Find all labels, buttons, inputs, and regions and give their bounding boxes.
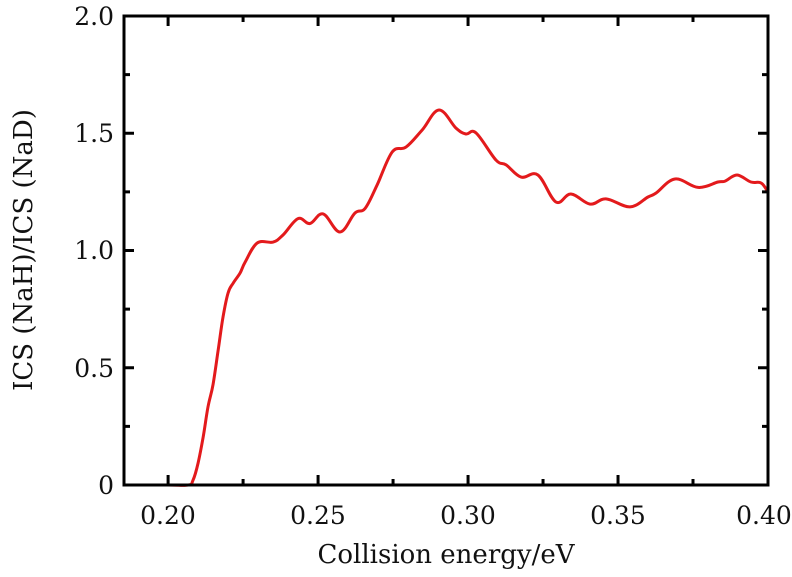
x-tick-label: 0.25 <box>290 501 346 530</box>
y-tick-labels: 0 0.5 1.0 1.5 2.0 <box>74 2 114 500</box>
y-tick-label: 0 <box>98 471 114 500</box>
plot-frame <box>122 14 770 487</box>
y-tick-label: 1.5 <box>74 119 114 148</box>
y-axis-label: ICS (NaH)/ICS (NaD) <box>9 109 39 391</box>
x-tick-label: 0.30 <box>440 501 496 530</box>
x-tick-label: 0.35 <box>590 501 646 530</box>
plot-area <box>122 108 770 487</box>
y-tick-label: 1.0 <box>74 236 114 265</box>
y-tick-label: 2.0 <box>74 2 114 31</box>
axis-ticks <box>124 14 770 487</box>
x-tick-label: 0.20 <box>140 501 196 530</box>
y-tick-label: 0.5 <box>74 354 114 383</box>
data-line-ics-ratio <box>122 108 770 487</box>
x-axis-label: Collision energy/eV <box>317 540 575 570</box>
x-tick-label: 0.40 <box>736 501 792 530</box>
x-tick-labels: 0.20 0.25 0.30 0.35 0.40 <box>140 501 792 530</box>
